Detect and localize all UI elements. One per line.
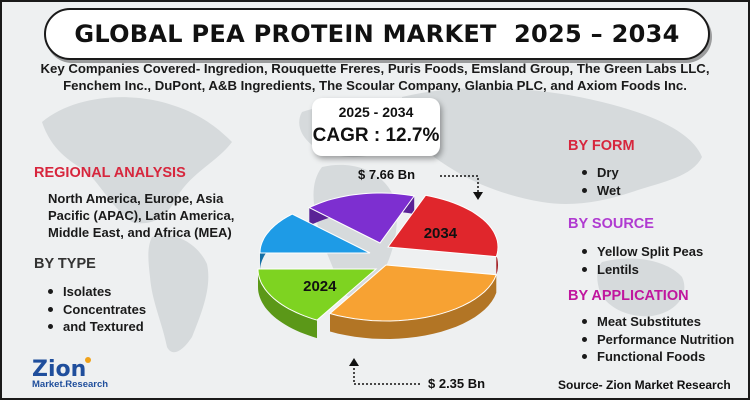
page-title: GLOBAL PEA PROTEIN MARKET 2025 – 2034 bbox=[74, 20, 680, 48]
logo-subtitle: Market.Research bbox=[32, 379, 108, 390]
list-item: Lentils bbox=[580, 261, 703, 279]
regional-analysis-text: North America, Europe, Asia Pacific (APA… bbox=[48, 190, 234, 241]
start-value-leader-line bbox=[349, 358, 422, 385]
list-item: and Textured bbox=[46, 318, 146, 336]
regional-line-1: North America, Europe, Asia bbox=[48, 191, 224, 206]
pie-slice-top bbox=[259, 213, 371, 254]
key-companies-line-1: Key Companies Covered- Ingredion, Rouque… bbox=[40, 61, 710, 76]
list-item: Dry bbox=[580, 164, 621, 182]
pie-slice-top bbox=[308, 192, 416, 244]
cagr-box: 2025 - 2034 CAGR : 12.7% bbox=[312, 98, 440, 156]
key-companies-line-2: Fenchem Inc., DuPont, A&B Ingredients, T… bbox=[63, 78, 687, 93]
list-item: Wet bbox=[580, 182, 621, 200]
by-source-list: Yellow Split Peas Lentils bbox=[580, 243, 703, 278]
pie-slice bbox=[308, 192, 416, 244]
by-application-list: Meat Substitutes Performance Nutrition F… bbox=[580, 313, 734, 366]
list-item: Performance Nutrition bbox=[580, 331, 734, 349]
end-value-callout: $ 7.66 Bn bbox=[358, 167, 416, 182]
by-type-list: Isolates Concentrates and Textured bbox=[46, 283, 146, 336]
pie-slice bbox=[257, 268, 378, 339]
by-type-heading: BY TYPE bbox=[34, 256, 96, 272]
pie-slice-label: 2034 bbox=[424, 225, 458, 242]
pie-slice bbox=[328, 264, 498, 339]
list-item: Yellow Split Peas bbox=[580, 243, 703, 261]
cagr-value: CAGR : 12.7% bbox=[312, 125, 440, 146]
cagr-period: 2025 - 2034 bbox=[338, 104, 414, 120]
list-item: Concentrates bbox=[46, 301, 146, 319]
by-application-heading: BY APPLICATION bbox=[568, 288, 689, 304]
end-value-leader-line bbox=[440, 175, 483, 200]
pie-slice-side bbox=[258, 269, 317, 339]
market-pie-chart: 2024 2034 bbox=[257, 192, 499, 339]
title-banner: GLOBAL PEA PROTEIN MARKET 2025 – 2034 bbox=[44, 8, 710, 60]
pie-slice-top bbox=[387, 194, 499, 258]
by-source-heading: BY SOURCE bbox=[568, 216, 654, 232]
list-item: Functional Foods bbox=[580, 348, 734, 366]
key-companies: Key Companies Covered- Ingredion, Rouque… bbox=[12, 60, 738, 94]
list-item: Isolates bbox=[46, 283, 146, 301]
pie-slice bbox=[259, 213, 371, 271]
regional-line-3: Middle East, and Africa (MEA) bbox=[48, 225, 232, 240]
by-form-list: Dry Wet bbox=[580, 164, 621, 199]
zion-logo: Zion Market.Research bbox=[32, 357, 108, 390]
start-value-callout: $ 2.35 Bn bbox=[428, 376, 486, 391]
pie-slice bbox=[387, 194, 499, 275]
regional-analysis-heading: REGIONAL ANALYSIS bbox=[34, 165, 186, 181]
logo-wordmark: Zion bbox=[32, 357, 86, 382]
pie-slice-top bbox=[328, 264, 498, 322]
pie-slice-top bbox=[257, 268, 378, 321]
by-form-heading: BY FORM bbox=[568, 138, 635, 154]
source-note: Source- Zion Market Research bbox=[558, 378, 731, 392]
pie-slice-label: 2024 bbox=[303, 278, 337, 295]
list-item: Meat Substitutes bbox=[580, 313, 734, 331]
pie-slice-side bbox=[330, 274, 497, 339]
regional-line-2: Pacific (APAC), Latin America, bbox=[48, 208, 235, 223]
